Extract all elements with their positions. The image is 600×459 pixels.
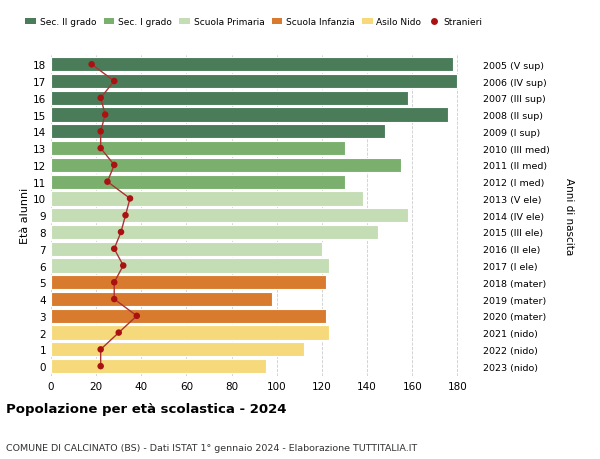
Legend: Sec. II grado, Sec. I grado, Scuola Primaria, Scuola Infanzia, Asilo Nido, Stran: Sec. II grado, Sec. I grado, Scuola Prim… bbox=[25, 18, 482, 27]
Point bbox=[116, 229, 126, 236]
Bar bbox=[51, 359, 265, 374]
Point bbox=[109, 78, 119, 85]
Bar bbox=[51, 209, 408, 223]
Bar bbox=[51, 125, 385, 139]
Bar bbox=[51, 259, 329, 273]
Point bbox=[96, 363, 106, 370]
Bar bbox=[51, 225, 379, 240]
Point bbox=[103, 179, 112, 186]
Point bbox=[96, 95, 106, 102]
Point bbox=[87, 62, 97, 69]
Bar bbox=[51, 326, 329, 340]
Bar bbox=[51, 91, 408, 106]
Point bbox=[109, 296, 119, 303]
Text: Popolazione per età scolastica - 2024: Popolazione per età scolastica - 2024 bbox=[6, 403, 287, 415]
Bar bbox=[51, 342, 304, 357]
Y-axis label: Anni di nascita: Anni di nascita bbox=[563, 177, 574, 254]
Point bbox=[109, 246, 119, 253]
Bar bbox=[51, 309, 326, 323]
Point bbox=[114, 329, 124, 336]
Point bbox=[118, 262, 128, 269]
Bar bbox=[51, 242, 322, 256]
Bar bbox=[51, 142, 344, 156]
Text: COMUNE DI CALCINATO (BS) - Dati ISTAT 1° gennaio 2024 - Elaborazione TUTTITALIA.: COMUNE DI CALCINATO (BS) - Dati ISTAT 1°… bbox=[6, 443, 417, 452]
Point bbox=[96, 346, 106, 353]
Y-axis label: Età alunni: Età alunni bbox=[20, 188, 30, 244]
Bar bbox=[51, 108, 448, 123]
Bar bbox=[51, 58, 453, 72]
Bar bbox=[51, 292, 272, 307]
Point bbox=[132, 313, 142, 320]
Point bbox=[125, 196, 135, 203]
Point bbox=[109, 279, 119, 286]
Point bbox=[109, 162, 119, 169]
Bar bbox=[51, 175, 344, 190]
Bar bbox=[51, 158, 401, 173]
Point bbox=[96, 145, 106, 152]
Bar bbox=[51, 275, 326, 290]
Point bbox=[96, 129, 106, 136]
Point bbox=[121, 212, 130, 219]
Point bbox=[100, 112, 110, 119]
Bar bbox=[51, 75, 457, 89]
Bar bbox=[51, 192, 362, 206]
